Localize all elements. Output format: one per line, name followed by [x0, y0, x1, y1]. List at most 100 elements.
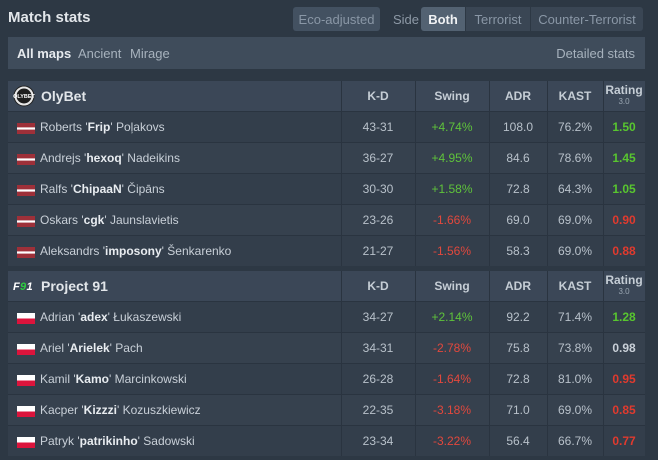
latvia-flag-icon: [17, 154, 35, 165]
adr-cell: 72.8: [506, 372, 530, 386]
swing-cell: +1.58%: [431, 182, 473, 196]
svg-text:1: 1: [27, 281, 33, 293]
col-kast-header: KAST: [558, 89, 592, 103]
player-name-link[interactable]: Kamil 'Kamo' Marcinkowski: [40, 372, 187, 386]
rating-cell: 0.77: [612, 434, 636, 448]
player-name-link[interactable]: Kacper 'Kizzzi' Kozuszkiewicz: [40, 403, 201, 417]
player-name-link[interactable]: Aleksandrs 'imposony' Šenkarenko: [40, 244, 232, 258]
eco-adjusted-toggle[interactable]: Eco-adjusted: [293, 7, 380, 31]
rating-cell: 1.50: [612, 120, 636, 134]
side-option-counter-terrorist[interactable]: Counter-Terrorist: [530, 7, 643, 31]
player-nickname: adex: [80, 310, 108, 324]
kast-cell: 78.6%: [557, 151, 593, 165]
detailed-stats-link[interactable]: Detailed stats: [556, 46, 635, 61]
swing-cell: -1.66%: [432, 213, 472, 227]
kd-cell: 34-31: [362, 341, 394, 355]
col-kd-header: K-D: [367, 279, 389, 293]
kd-cell: 26-28: [362, 372, 394, 386]
team-table: F 9 1 Project 91 K-D Swing ADR KAST Rati…: [8, 271, 645, 456]
kd-cell: 30-30: [362, 182, 394, 196]
team-table: OLYBET OlyBet K-D Swing ADR KAST Rating …: [8, 81, 645, 266]
kd-cell: 43-31: [362, 120, 394, 134]
project91-logo-icon[interactable]: F 9 1: [13, 275, 35, 297]
adr-cell: 92.2: [506, 310, 530, 324]
player-row: Andrejs 'hexoq' Nadeikins 36-27 +4.95% 84.6…: [8, 142, 645, 173]
map-tab-mirage[interactable]: Mirage: [130, 46, 170, 61]
svg-text:9: 9: [20, 281, 27, 293]
player-last-name: Marcinkowski: [114, 372, 187, 386]
player-name-link[interactable]: Ariel 'Arielek' Pach: [40, 341, 143, 355]
map-selector-bar: All maps Ancient Mirage Detailed stats: [8, 37, 645, 69]
swing-cell: -3.18%: [432, 403, 472, 417]
player-nickname: Kamo: [75, 372, 109, 386]
col-swing-header: Swing: [434, 279, 470, 293]
adr-cell: 71.0: [506, 403, 530, 417]
page-title: Match stats: [8, 9, 91, 26]
swing-cell: -2.78%: [432, 341, 472, 355]
player-name-link[interactable]: Ralfs 'ChipaaN' Čipāns: [40, 182, 165, 196]
rating-cell: 1.45: [612, 151, 636, 165]
side-option-terrorist[interactable]: Terrorist: [465, 7, 530, 31]
map-tab-ancient[interactable]: Ancient: [78, 46, 122, 61]
kast-cell: 64.3%: [557, 182, 593, 196]
swing-cell: +4.95%: [431, 151, 473, 165]
col-adr-header: ADR: [505, 89, 531, 103]
player-nickname: Arielek: [69, 341, 110, 355]
adr-cell: 84.6: [506, 151, 530, 165]
player-row: Ariel 'Arielek' Pach 34-31 -2.78% 75.8 73.8%…: [8, 332, 645, 363]
kast-cell: 66.7%: [557, 434, 593, 448]
player-row: Adrian 'adex' Łukaszewski 34-27 +2.14% 92.2…: [8, 301, 645, 332]
latvia-flag-icon: [17, 123, 35, 134]
col-rating-header: Rating 3.0: [603, 81, 645, 111]
player-row: Aleksandrs 'imposony' Šenkarenko 21-27 -1.…: [8, 235, 645, 266]
player-first-name: Andrejs: [40, 151, 81, 165]
team-name[interactable]: Project 91: [41, 278, 108, 294]
player-nickname: hexoq: [86, 151, 122, 165]
player-nickname: Frip: [87, 120, 111, 134]
kast-cell: 69.0%: [557, 244, 593, 258]
player-name-link[interactable]: Oskars 'cgk' Jaunslavietis: [40, 213, 179, 227]
player-first-name: Kamil: [40, 372, 71, 386]
player-row: Kamil 'Kamo' Marcinkowski 26-28 -1.64% 72.8…: [8, 363, 645, 394]
player-name-link[interactable]: Roberts 'Frip' Poļakovs: [40, 120, 165, 134]
map-tab-all-maps[interactable]: All maps: [17, 46, 72, 61]
player-row: Oskars 'cgk' Jaunslavietis 23-26 -1.66% 69.…: [8, 204, 645, 235]
team-name[interactable]: OlyBet: [41, 88, 87, 104]
adr-cell: 108.0: [502, 120, 534, 134]
player-first-name: Adrian: [40, 310, 75, 324]
side-label: Side: [393, 12, 420, 27]
player-name-link[interactable]: Adrian 'adex' Łukaszewski: [40, 310, 182, 324]
player-first-name: Patryk: [40, 434, 75, 448]
poland-flag-icon: [17, 375, 35, 386]
col-swing-header: Swing: [434, 89, 470, 103]
player-last-name: Jaunslavietis: [109, 213, 179, 227]
rating-version: 3.0: [618, 97, 630, 106]
latvia-flag-icon: [17, 216, 35, 227]
player-last-name: Łukaszewski: [113, 310, 182, 324]
player-first-name: Ralfs: [40, 182, 68, 196]
kd-cell: 22-35: [362, 403, 394, 417]
kd-cell: 36-27: [362, 151, 394, 165]
player-nickname: imposony: [105, 244, 162, 258]
player-row: Patryk 'patrikinho' Sadowski 23-34 -3.22% 5…: [8, 425, 645, 456]
player-last-name: Šenkarenko: [167, 244, 232, 258]
swing-cell: -1.56%: [432, 244, 472, 258]
swing-cell: +2.14%: [431, 310, 473, 324]
rating-cell: 0.90: [612, 213, 636, 227]
side-option-both[interactable]: Both: [421, 7, 465, 31]
latvia-flag-icon: [17, 185, 35, 196]
player-name-link[interactable]: Patryk 'patrikinho' Sadowski: [40, 434, 195, 448]
kast-cell: 71.4%: [557, 310, 593, 324]
player-last-name: Nadeikins: [127, 151, 180, 165]
col-adr-header: ADR: [505, 279, 531, 293]
match-stats-header: Match stats Eco-adjusted Side Both Terro…: [0, 0, 658, 36]
player-row: Kacper 'Kizzzi' Kozuszkiewicz 22-35 -3.18%…: [8, 394, 645, 425]
kast-cell: 73.8%: [557, 341, 593, 355]
player-name-link[interactable]: Andrejs 'hexoq' Nadeikins: [40, 151, 180, 165]
player-nickname: Kizzzi: [83, 403, 117, 417]
player-nickname: patrikinho: [79, 434, 138, 448]
kd-cell: 34-27: [362, 310, 394, 324]
olybet-logo-icon[interactable]: OLYBET: [13, 85, 35, 107]
player-first-name: Oskars: [40, 213, 79, 227]
poland-flag-icon: [17, 313, 35, 324]
